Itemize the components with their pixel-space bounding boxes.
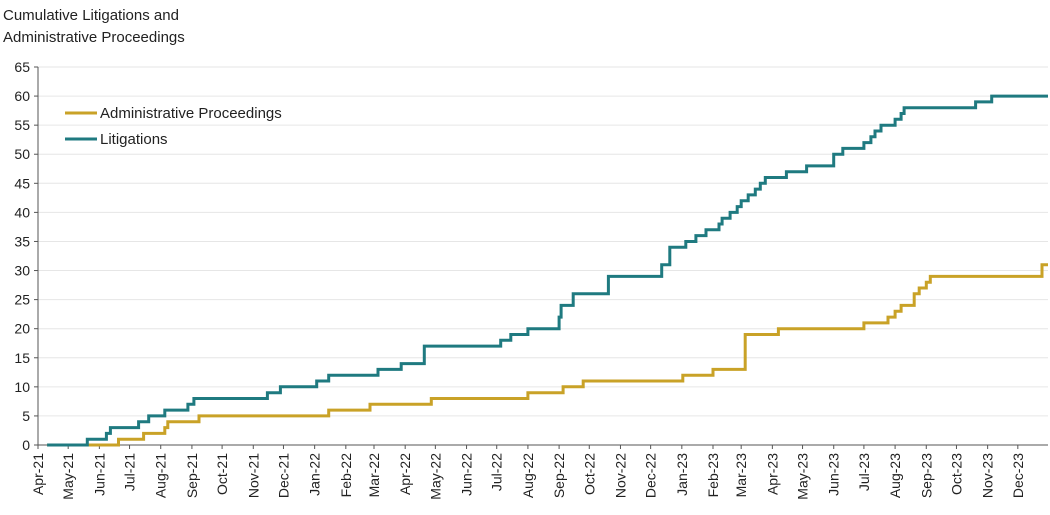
y-tick-label: 60 [14, 88, 30, 104]
x-tick-label: Jan-22 [307, 453, 323, 496]
y-tick-label: 35 [14, 233, 30, 249]
y-tick-label: 45 [14, 175, 30, 191]
x-tick-label: Aug-23 [887, 453, 903, 498]
chart-title: Cumulative Litigations and Administrativ… [3, 7, 185, 46]
series-line-litigations [47, 94, 1048, 447]
y-tick-label: 30 [14, 263, 30, 279]
x-tick-label: May-22 [427, 453, 443, 500]
x-tick-label: Mar-22 [366, 453, 382, 498]
y-tick-label: 65 [14, 59, 30, 75]
legend-label-administrative-proceedings: Administrative Proceedings [100, 105, 282, 122]
x-tick-label: Jun-22 [459, 453, 475, 496]
x-tick-label: Aug-21 [153, 453, 169, 498]
x-tick-label: Feb-22 [338, 453, 354, 498]
x-tick-label: Oct-22 [581, 453, 597, 495]
y-tick-label: 10 [14, 379, 30, 395]
x-tick-label: Dec-23 [1010, 453, 1026, 498]
x-tick-label: Sep-23 [918, 453, 934, 498]
y-tick-label: 0 [22, 437, 30, 453]
series-line-administrative-proceedings [47, 263, 1048, 447]
y-tick-label: 40 [14, 204, 30, 220]
x-tick-label: Dec-22 [643, 453, 659, 498]
gridlines [38, 66, 1048, 417]
x-tick-label: Jan-23 [674, 453, 690, 496]
legend: Administrative Proceedings Litigations [65, 105, 282, 148]
y-tick-label: 50 [14, 146, 30, 162]
y-tick-label: 20 [14, 321, 30, 337]
x-tick-label: Sep-22 [551, 453, 567, 498]
x-tick-label: Mar-23 [733, 453, 749, 498]
y-tick-label: 55 [14, 117, 30, 133]
x-tick-label: Dec-21 [275, 453, 291, 498]
series-lines [47, 94, 1048, 447]
x-tick-label: Nov-23 [980, 453, 996, 498]
x-tick-label: Aug-22 [520, 453, 536, 498]
x-tick-label: Jun-21 [91, 453, 107, 496]
x-tick-label: Apr-23 [764, 453, 780, 495]
x-tick-label: Apr-21 [30, 453, 46, 495]
x-tick-label: Jun-23 [826, 453, 842, 496]
x-tick-label: Jul-23 [856, 453, 872, 491]
x-tick-label: Sep-21 [184, 453, 200, 498]
y-tick-label: 5 [22, 408, 30, 424]
x-tick-label: Jul-21 [122, 453, 138, 491]
x-tick-label: Oct-23 [948, 453, 964, 495]
chart-title-line-1: Cumulative Litigations and [3, 7, 179, 24]
x-tick-label: May-23 [795, 453, 811, 500]
y-tick-label: 25 [14, 292, 30, 308]
x-tick-label: Jul-22 [489, 453, 505, 491]
x-axis-ticks: Apr-21 May-21 Jun-21 Jul-21 Aug-21 Sep-21 Oct-… [30, 445, 1026, 500]
y-axis-ticks: 0 5 10 15 20 25 30 35 40 45 50 55 60 65 [14, 59, 38, 453]
x-tick-label: Nov-22 [612, 453, 628, 498]
legend-label-litigations: Litigations [100, 131, 168, 148]
x-tick-label: Oct-21 [214, 453, 230, 495]
chart-title-line-2: Administrative Proceedings [3, 29, 185, 46]
y-tick-label: 15 [14, 350, 30, 366]
x-tick-label: Apr-22 [397, 453, 413, 495]
x-tick-label: Feb-23 [705, 453, 721, 498]
x-tick-label: May-21 [60, 453, 76, 500]
x-tick-label: Nov-21 [245, 453, 261, 498]
